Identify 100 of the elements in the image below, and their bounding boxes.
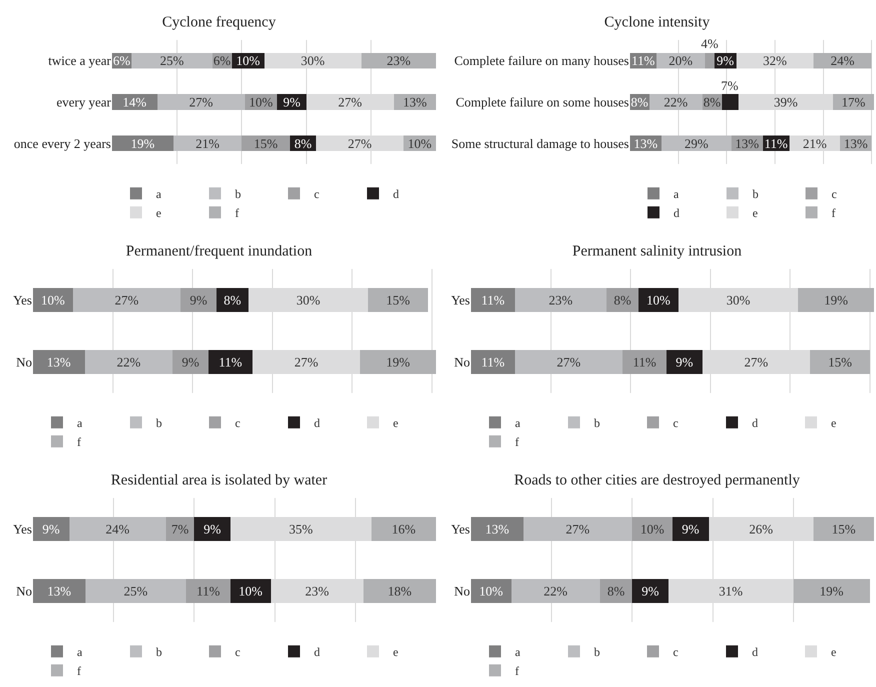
data-label: 6% [112,53,130,68]
data-label: 25% [124,584,148,598]
data-label: 11% [764,136,788,151]
bar [606,288,639,312]
bar [230,579,271,603]
data-label: 13% [47,584,72,598]
data-label: 30% [296,292,320,308]
bar [704,52,715,69]
legend-label: d [752,645,758,660]
bar [666,350,702,374]
bar [471,288,515,312]
bar [632,579,668,603]
bar [661,135,732,152]
bar [360,350,436,374]
legend-label: d [752,416,758,430]
y-tick-label: No [454,354,470,370]
legend-label: d [393,187,399,202]
data-label: 15% [828,354,852,370]
bar [814,517,874,541]
data-label: 10% [640,522,664,536]
bar [157,94,245,110]
data-label: 27% [556,354,581,370]
data-label: 10% [249,94,274,110]
bar [33,517,70,541]
data-label: 27% [338,94,362,110]
data-label: 8% [630,94,648,110]
bar [810,350,870,374]
bar [523,517,632,541]
data-label: 9% [42,522,60,536]
bar [471,517,524,541]
chart-title: Cyclone intensity [604,14,710,31]
legend-label: e [393,416,398,430]
bar [672,517,709,541]
data-label: 10% [646,292,671,308]
data-label: 27% [348,136,372,151]
bar [722,94,739,110]
data-label: 35% [288,522,313,536]
legend-label: b [752,187,758,202]
legend-label: c [235,645,240,660]
data-label: 23% [548,292,573,308]
legend-label: e [393,645,398,660]
data-label: 31% [718,584,743,598]
bar [622,350,667,374]
legend-label: a [156,187,162,202]
data-label: 19% [820,584,844,598]
y-tick-label: No [16,354,32,370]
data-label: 11% [632,53,656,68]
bar [471,350,515,374]
data-label: 39% [774,94,798,110]
data-label: 22% [664,94,688,110]
chart-title: Cyclone frequency [162,14,276,31]
legend-label: e [156,206,162,220]
data-label: 9% [716,53,734,68]
bar [798,288,874,312]
bar [172,350,209,374]
chart-title: Residential area is isolated by water [110,472,328,489]
data-label: 13% [634,136,658,151]
data-label: 10% [236,53,260,68]
bar [180,288,217,312]
data-label: 9% [182,354,200,370]
data-label: 8% [607,584,625,598]
legend-label: c [314,187,320,202]
y-tick-label: No [16,584,32,599]
legend-label: b [156,416,162,430]
legend-label: f [235,206,239,220]
data-label: 9% [204,522,222,536]
y-tick-label: Complete failure on some houses [456,94,629,110]
y-tick-label: Yes [13,522,32,537]
data-label: 10% [40,292,65,308]
data-label: 15% [254,136,278,151]
legend-label: e [831,645,836,660]
data-label: 27% [294,354,318,370]
bar [600,579,632,603]
data-label: 16% [392,522,416,536]
legend-label: a [515,416,521,430]
data-label: 11% [481,354,505,370]
legend-label: e [831,416,836,430]
bar [166,517,194,541]
bar [638,288,678,312]
bar [33,288,73,312]
data-label: 10% [238,584,263,598]
bar [33,350,85,374]
data-label: 32% [762,53,787,68]
data-label: 9% [676,354,694,370]
bar [131,52,212,69]
data-label: 10% [408,136,432,151]
legend-label: a [77,645,83,660]
data-label: 27% [189,94,214,110]
data-label: 13% [844,136,868,151]
data-label: 27% [744,354,768,370]
bar [372,517,436,541]
bar [84,350,173,374]
legend-label: b [594,416,600,430]
legend-label: a [674,187,680,202]
bar [514,350,623,374]
bar [363,579,436,603]
data-label: 8% [614,292,632,308]
data-label: 4% [701,36,718,51]
legend-label: e [752,206,758,220]
bar [33,579,86,603]
